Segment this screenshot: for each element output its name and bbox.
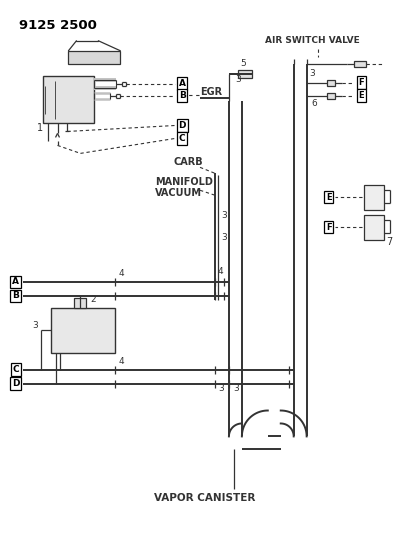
Text: 1: 1 xyxy=(37,124,43,133)
Text: 2: 2 xyxy=(90,295,96,304)
Text: D: D xyxy=(178,121,186,130)
Text: VAPOR CANISTER: VAPOR CANISTER xyxy=(154,493,256,503)
Text: 6: 6 xyxy=(312,99,317,108)
Text: 3: 3 xyxy=(218,384,224,393)
Bar xyxy=(327,79,335,86)
Text: 4: 4 xyxy=(118,357,124,366)
Text: 7: 7 xyxy=(386,237,393,247)
Text: 4: 4 xyxy=(118,269,124,278)
Bar xyxy=(74,298,86,308)
Bar xyxy=(365,215,384,240)
Bar xyxy=(51,308,115,353)
Text: 5: 5 xyxy=(240,59,246,68)
Text: EGR: EGR xyxy=(200,86,222,96)
Text: 4: 4 xyxy=(218,267,224,276)
Bar xyxy=(327,93,335,99)
Text: E: E xyxy=(326,193,331,201)
Text: D: D xyxy=(12,379,19,388)
Bar xyxy=(43,76,95,124)
Text: 3: 3 xyxy=(233,384,239,393)
Text: 9125 2500: 9125 2500 xyxy=(18,19,97,32)
Text: 3: 3 xyxy=(309,69,315,78)
Text: CARB: CARB xyxy=(173,157,203,167)
Text: AIR SWITCH VALVE: AIR SWITCH VALVE xyxy=(265,36,360,45)
Text: A: A xyxy=(178,79,186,88)
Text: MANIFOLD: MANIFOLD xyxy=(155,177,213,187)
Text: 3: 3 xyxy=(221,233,227,242)
Text: F: F xyxy=(326,223,331,232)
Text: 3: 3 xyxy=(221,211,227,220)
Text: 3: 3 xyxy=(235,75,241,84)
Bar xyxy=(238,70,252,78)
Text: 3: 3 xyxy=(32,321,38,330)
Text: C: C xyxy=(179,134,185,143)
Text: C: C xyxy=(12,365,19,374)
Text: A: A xyxy=(12,278,19,286)
Text: B: B xyxy=(12,292,19,301)
Bar xyxy=(365,185,384,210)
Bar xyxy=(355,61,367,67)
Text: VACUUM: VACUUM xyxy=(155,188,202,198)
Text: F: F xyxy=(359,78,364,87)
Text: E: E xyxy=(359,91,364,100)
Text: B: B xyxy=(179,91,185,100)
Bar xyxy=(69,51,120,63)
